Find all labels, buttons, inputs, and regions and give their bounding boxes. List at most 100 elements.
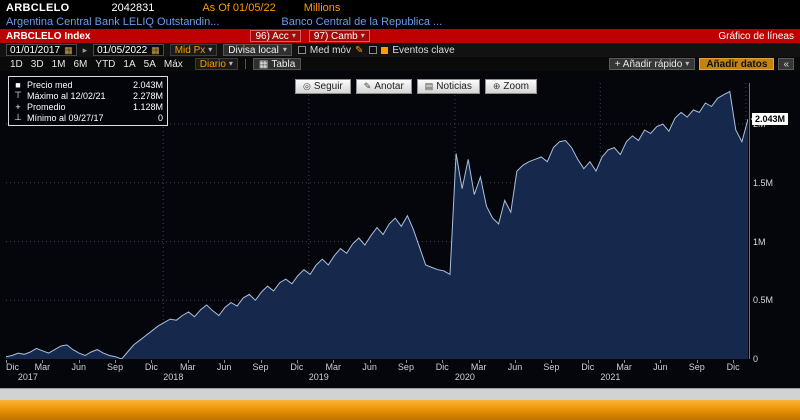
x-axis-tick	[115, 360, 117, 363]
key-events-toggle[interactable]: Eventos clave	[369, 44, 455, 56]
x-axis-tick	[333, 360, 335, 363]
x-axis-month-label: Jun	[507, 362, 523, 372]
edit-pencil-icon[interactable]: ✎	[354, 44, 364, 56]
currency-dropdown[interactable]: Divisa local ▾	[223, 44, 292, 56]
chart-button-label: Zoom	[503, 81, 529, 92]
divider	[244, 59, 246, 69]
follow-icon: ◎	[303, 81, 311, 91]
key-events-checkbox[interactable]	[369, 46, 378, 54]
legend-label: Promedio	[27, 101, 66, 112]
min-marker-icon: ⊥	[14, 112, 22, 122]
chart-button-noticias[interactable]: ▤ Noticias	[416, 79, 480, 94]
last-price-badge: 2.043M	[750, 113, 789, 126]
x-axis-tick	[515, 360, 516, 363]
add-data-label: Añadir datos	[706, 58, 768, 70]
x-axis-years: 2017 2018 2019 2020 2021	[6, 372, 748, 384]
legend-row: + Promedio 1.128M	[13, 101, 163, 112]
x-axis-month-label: Dic	[435, 362, 449, 372]
period-button-5a[interactable]: 5A	[143, 58, 156, 70]
frequency-value: Diario	[199, 58, 226, 70]
units-label: Millions	[303, 1, 341, 14]
x-axis-tick	[151, 360, 153, 363]
period-button-6m[interactable]: 6M	[73, 58, 88, 70]
moving-average-checkbox[interactable]	[297, 46, 306, 54]
max-marker-icon: ⊤	[14, 90, 22, 100]
frequency-dropdown[interactable]: Diario ▾	[194, 58, 238, 70]
period-button-3d[interactable]: 3D	[30, 58, 44, 70]
chart-section[interactable]: ◎ Seguir ✎ Anotar ▤ Noticias ⊕ Zoom ■ Precio med…	[0, 71, 800, 388]
x-axis-month-label: Dic	[290, 362, 304, 372]
y-axis-label: 1.5M	[753, 177, 774, 188]
x-axis-year-label: 2019	[308, 372, 329, 382]
calendar-icon: ▦	[64, 44, 73, 55]
add-data-button[interactable]: Añadir datos	[699, 58, 775, 70]
as-of-date: As Of 01/05/22	[202, 1, 276, 14]
moving-average-toggle[interactable]: Med móv ✎	[297, 44, 364, 56]
price-type-value: Mid Px	[174, 44, 206, 56]
function-bar: ARBCLELO Index 96) Acc ▾ 97) Camb ▾ Gráf…	[0, 29, 800, 43]
table-label: Tabla	[271, 58, 296, 70]
period-toolbar: 1D 3D 1M 6M YTD 1A 5A Máx Diario ▾ ▦ Tabla + Añ…	[0, 57, 800, 71]
y-axis-label: 1M	[753, 236, 766, 247]
x-axis-month-label: Mar	[470, 362, 487, 372]
moving-average-label: Med móv	[309, 44, 351, 56]
key-events-icon	[381, 46, 389, 54]
chart-button-label: Seguir	[313, 81, 343, 92]
avg-marker-icon: +	[15, 101, 21, 112]
x-axis-tick	[42, 360, 44, 363]
legend-value: 2.278M	[132, 90, 163, 101]
date-from-input[interactable]: 01/01/2017 ▦	[6, 44, 77, 56]
collapse-panel-button[interactable]: «	[778, 58, 794, 70]
table-button[interactable]: ▦ Tabla	[252, 58, 302, 70]
chart-button-zoom[interactable]: ⊕ Zoom	[484, 79, 537, 94]
period-button-máx[interactable]: Máx	[163, 58, 183, 70]
chart-legend[interactable]: ■ Precio med 2.043M ⊤ Máximo al 12/02/21 2.27…	[8, 76, 168, 126]
chart-button-seguir[interactable]: ◎ Seguir	[295, 79, 351, 94]
bottom-scroll-strip[interactable]	[0, 388, 800, 400]
y-axis-label: 0	[753, 354, 759, 364]
index-name: ARBCLELO Index	[6, 30, 91, 42]
x-axis-month-label: Sep	[397, 362, 414, 372]
key-events-label: Eventos clave	[392, 44, 455, 56]
x-axis-month-label: Dic	[726, 362, 740, 372]
x-axis-tick	[624, 360, 626, 363]
x-axis-month-label: Jun	[653, 362, 668, 372]
x-axis-months: Dic Mar Jun Sep Dic Mar Jun Sep Dic Mar Jun Sep Dic M…	[6, 360, 748, 372]
date-to-input[interactable]: 01/05/2022 ▦	[93, 44, 164, 56]
chevron-down-icon: ▾	[360, 31, 365, 40]
quick-add-label: + Añadir rápido	[614, 58, 683, 70]
x-axis-tick	[587, 360, 589, 363]
x-axis-month-label: Sep	[688, 362, 705, 372]
function-title: Gráfico de líneas	[718, 30, 794, 42]
period-button-1d[interactable]: 1D	[10, 58, 23, 70]
x-axis-tick	[660, 360, 662, 363]
x-axis-tick	[187, 360, 189, 363]
x-axis-tick	[296, 360, 298, 363]
x-axis-month-label: Mar	[180, 362, 196, 372]
x-axis-tick	[478, 360, 480, 363]
collapse-icon: «	[783, 58, 789, 70]
chart-button-anotar[interactable]: ✎ Anotar	[355, 79, 412, 94]
y-axis-label: 0.5M	[753, 295, 774, 306]
chevron-down-icon: ▾	[291, 31, 296, 40]
legend-rows: ■ Precio med 2.043M ⊤ Máximo al 12/02/21 2.27…	[13, 79, 163, 123]
x-axis-month-label: Mar	[34, 362, 51, 372]
price-type-dropdown[interactable]: Mid Px ▾	[169, 44, 218, 56]
x-axis-year-label: 2017	[17, 372, 38, 382]
quick-add-button[interactable]: + Añadir rápido ▾	[608, 58, 696, 70]
x-axis-tick	[224, 360, 226, 363]
period-button-ytd[interactable]: YTD	[95, 58, 116, 70]
table-icon: ▦	[258, 58, 269, 70]
calendar-icon: ▦	[151, 44, 160, 55]
x-axis-month-label: Dic	[6, 362, 19, 372]
chart-button-label: Anotar	[374, 81, 404, 92]
date-to-value: 01/05/2022	[97, 44, 148, 56]
actions-menu-button[interactable]: 96) Acc ▾	[250, 30, 301, 42]
issuer-description: Banco Central de la Republica ...	[281, 16, 443, 28]
change-menu-button[interactable]: 97) Camb ▾	[308, 30, 370, 42]
period-button-1a[interactable]: 1A	[123, 58, 136, 70]
change-menu-label: 97) Camb	[313, 30, 358, 42]
x-axis-tick	[78, 360, 80, 363]
period-button-1m[interactable]: 1M	[51, 58, 66, 70]
price-plot[interactable]	[6, 83, 748, 359]
